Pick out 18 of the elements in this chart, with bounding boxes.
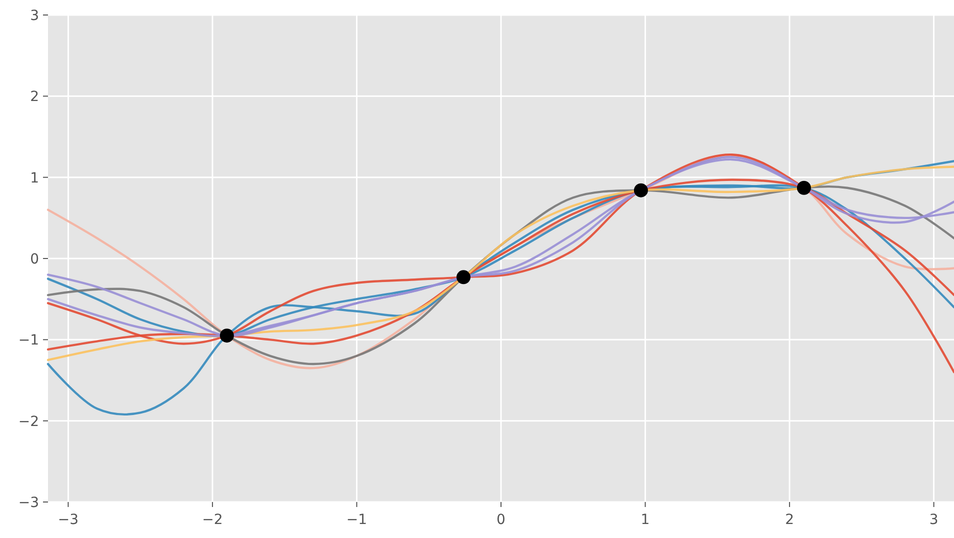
point (634, 183, 648, 198)
y-tick-label: −3 (18, 495, 39, 511)
x-tick-label: 1 (640, 512, 650, 528)
point (796, 180, 811, 195)
point (456, 270, 470, 284)
y-tick-label: 2 (30, 89, 39, 106)
y-tick-label: −2 (18, 414, 39, 430)
x-tick-label: −1 (346, 512, 368, 528)
x-tick-label: 0 (496, 512, 506, 528)
x-tick-label: 3 (929, 512, 938, 528)
y-tick-label: 0 (30, 252, 39, 268)
y-tick-label: 1 (30, 170, 39, 186)
x-tick-label: −3 (58, 512, 79, 528)
y-tick-label: 3 (30, 8, 39, 24)
x-tick-label: −2 (202, 512, 223, 528)
y-tick-label: −1 (18, 332, 39, 349)
point (220, 328, 234, 343)
x-tick-label: 2 (785, 512, 794, 528)
